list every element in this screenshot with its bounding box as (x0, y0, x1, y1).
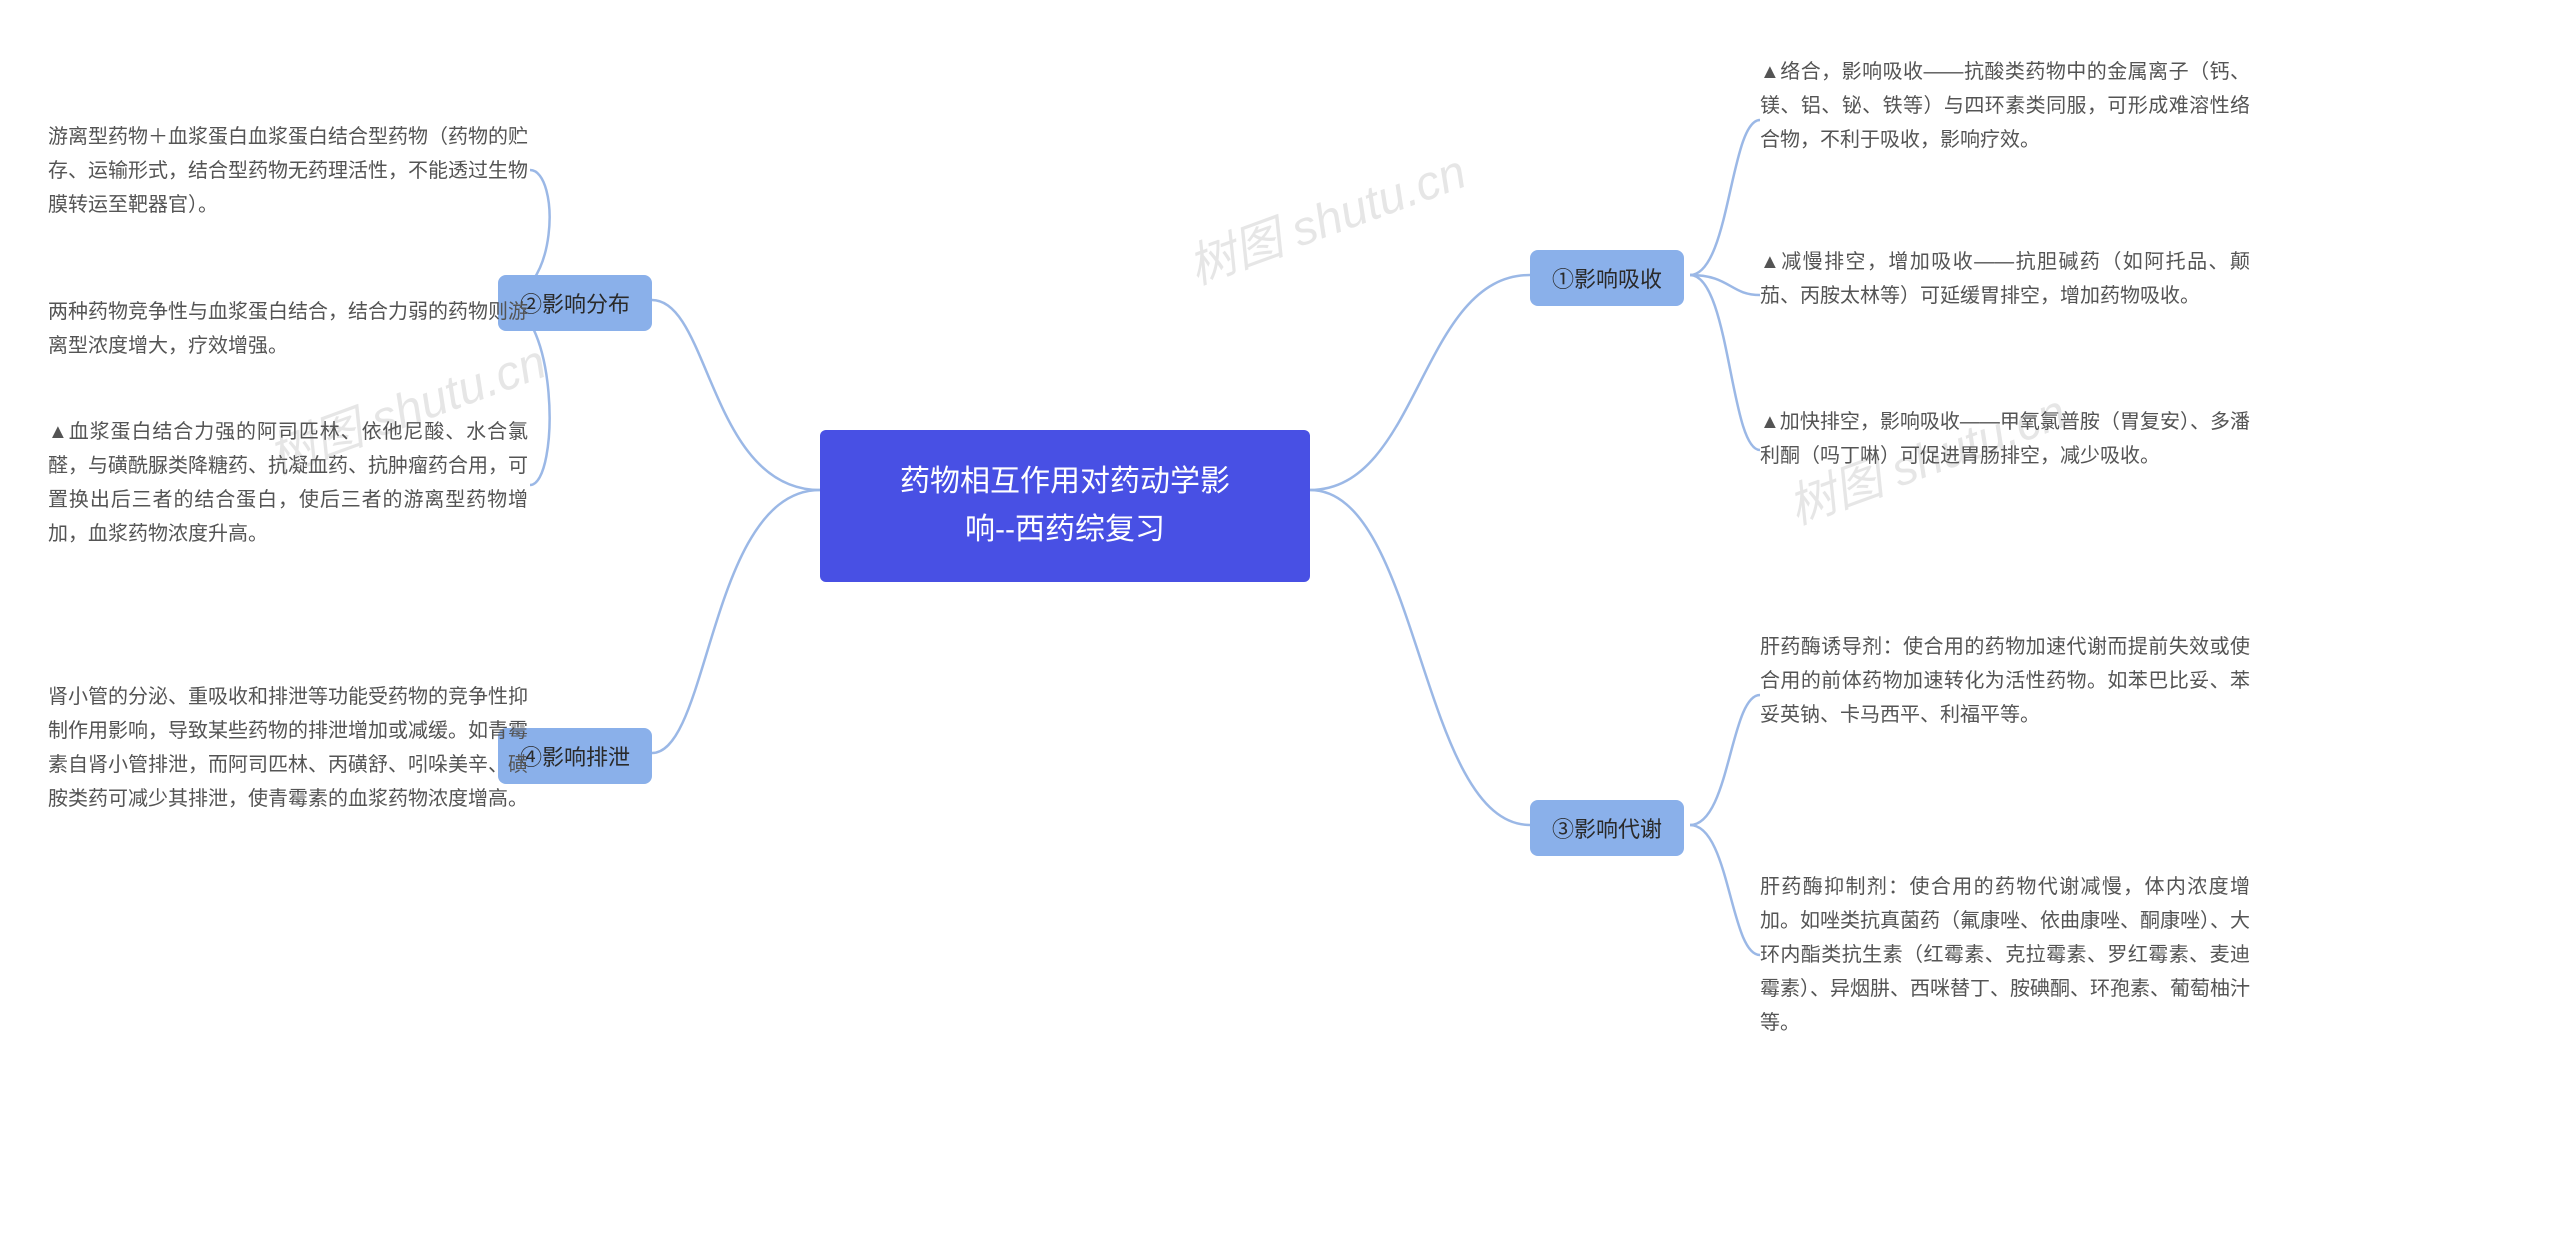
center-text-line1: 药物相互作用对药动学影 (900, 465, 1230, 498)
center-node: 药物相互作用对药动学影 响--西药综复习 (820, 430, 1310, 582)
branch-label: ③影响代谢 (1552, 817, 1662, 842)
leaf-absorption-3: ▲加快排空，影响吸收——甲氧氯普胺（胃复安）、多潘利酮（吗丁啉）可促进胃肠排空，… (1760, 405, 2250, 473)
leaf-absorption-1: ▲络合，影响吸收——抗酸类药物中的金属离子（钙、镁、铝、铋、铁等）与四环素类同服… (1760, 55, 2250, 157)
branch-absorption: ①影响吸收 (1530, 250, 1684, 306)
leaf-absorption-2: ▲减慢排空，增加吸收——抗胆碱药（如阿托品、颠茄、丙胺太林等）可延缓胃排空，增加… (1760, 245, 2250, 313)
branch-label: ④影响排泄 (520, 745, 630, 770)
leaf-metabolism-2: 肝药酶抑制剂：使合用的药物代谢减慢，体内浓度增加。如唑类抗真菌药（氟康唑、依曲康… (1760, 870, 2250, 1040)
leaf-distribution-3: ▲血浆蛋白结合力强的阿司匹林、依他尼酸、水合氯醛，与磺酰脲类降糖药、抗凝血药、抗… (48, 415, 528, 551)
leaf-distribution-1: 游离型药物＋血浆蛋白血浆蛋白结合型药物（药物的贮存、运输形式，结合型药物无药理活… (48, 120, 528, 222)
leaf-metabolism-1: 肝药酶诱导剂：使合用的药物加速代谢而提前失效或使合用的前体药物加速转化为活性药物… (1760, 630, 2250, 732)
center-text-line2: 响--西药综复习 (965, 513, 1165, 546)
mindmap-container: 药物相互作用对药动学影 响--西药综复习 ①影响吸收 ▲络合，影响吸收——抗酸类… (0, 0, 2560, 1253)
branch-label: ②影响分布 (520, 292, 630, 317)
leaf-distribution-2: 两种药物竞争性与血浆蛋白结合，结合力弱的药物则游离型浓度增大，疗效增强。 (48, 295, 528, 363)
branch-metabolism: ③影响代谢 (1530, 800, 1684, 856)
leaf-excretion-1: 肾小管的分泌、重吸收和排泄等功能受药物的竞争性抑制作用影响，导致某些药物的排泄增… (48, 680, 528, 816)
branch-label: ①影响吸收 (1552, 267, 1662, 292)
